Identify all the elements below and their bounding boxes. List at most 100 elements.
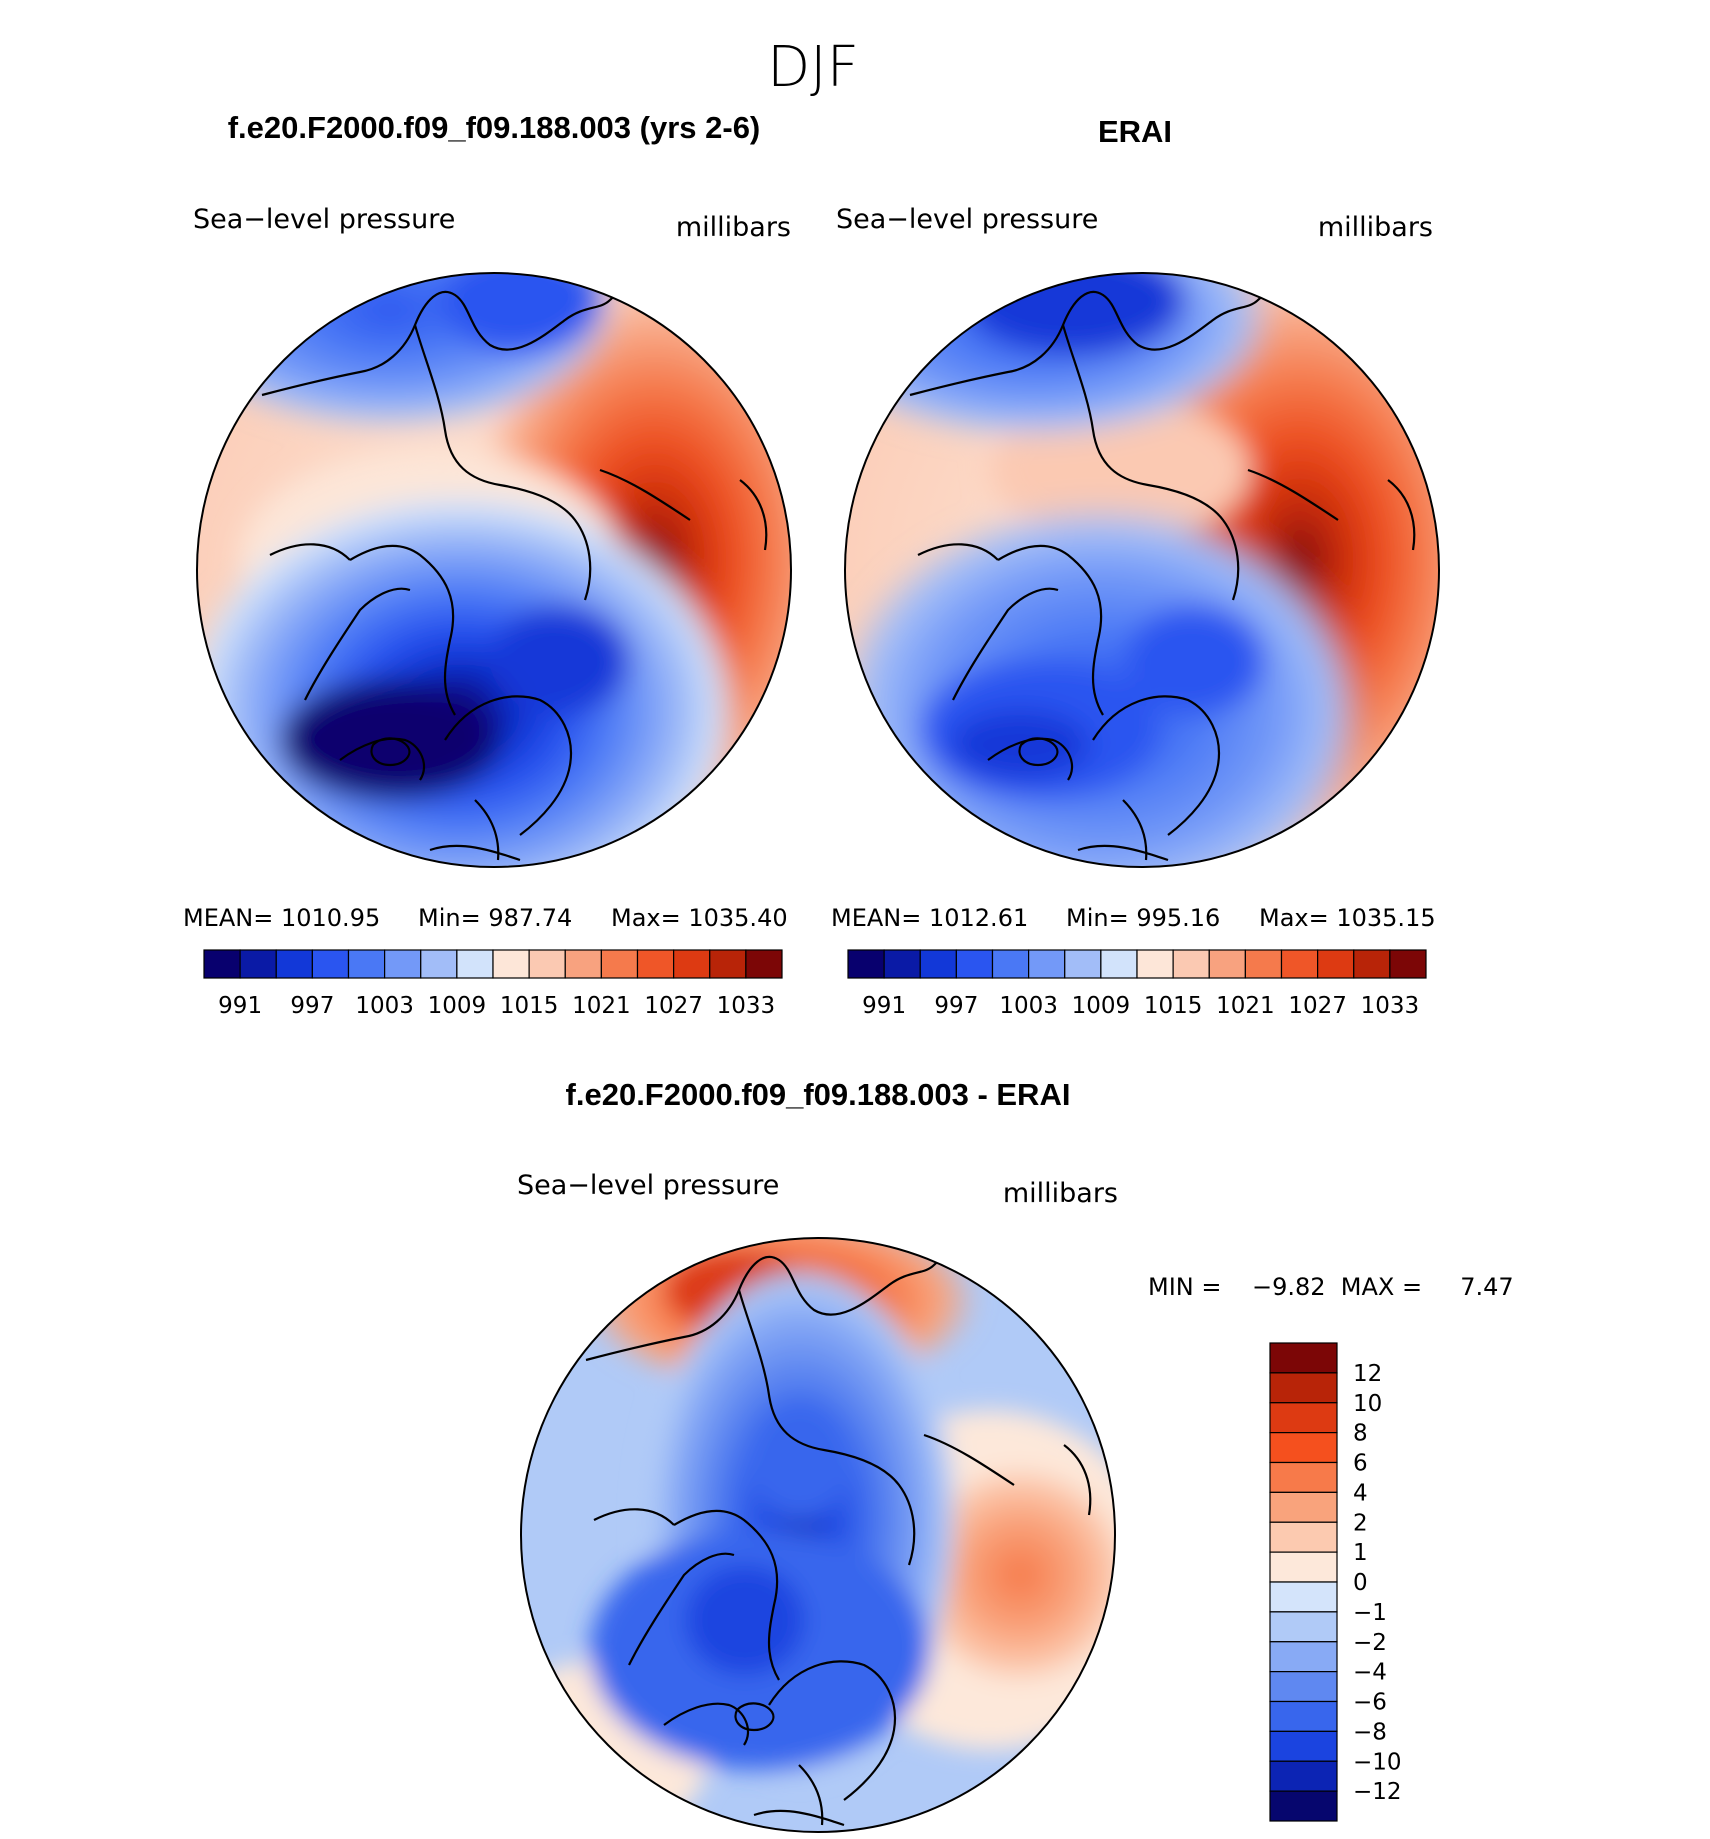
panel-difference-boundary bbox=[520, 1237, 1116, 1833]
colorbar-box bbox=[1269, 1521, 1338, 1553]
panel-model-title: f.e20.F2000.f09_f09.188.003 (yrs 2-6) bbox=[228, 110, 761, 145]
colorbar-box bbox=[528, 949, 566, 979]
panel-difference-title: f.e20.F2000.f09_f09.188.003 - ERAI bbox=[566, 1077, 1071, 1112]
panel-difference-variable: Sea−level pressure bbox=[517, 1170, 779, 1201]
panel-erai-min: Min= 995.16 bbox=[1066, 904, 1220, 932]
colorbar-box bbox=[1269, 1581, 1338, 1613]
colorbar-box bbox=[1353, 949, 1391, 979]
colorbar-box bbox=[564, 949, 602, 979]
colorbar-box bbox=[1100, 949, 1138, 979]
colorbar-box bbox=[1269, 1671, 1338, 1703]
colorbar-box bbox=[347, 949, 386, 979]
colorbar-tick-label: 0 bbox=[1353, 1570, 1368, 1596]
colorbar-tick-label: 1009 bbox=[428, 993, 487, 1019]
season-title: DJF bbox=[767, 35, 859, 100]
panel-erai-variable: Sea−level pressure bbox=[836, 204, 1098, 235]
colorbar-tick-label: 1021 bbox=[1216, 993, 1275, 1019]
panel-model-variable: Sea−level pressure bbox=[193, 204, 455, 235]
panel-erai-units: millibars bbox=[1318, 212, 1433, 243]
colorbar-tick-label: 991 bbox=[218, 993, 262, 1019]
colorbar-tick-label: 1015 bbox=[500, 993, 559, 1019]
colorbar-tick-label: 1033 bbox=[1361, 993, 1420, 1019]
colorbar-tick-label: −8 bbox=[1353, 1719, 1387, 1745]
colorbar-tick-label: 1033 bbox=[717, 993, 776, 1019]
colorbar-box bbox=[1244, 949, 1283, 979]
colorbar-box bbox=[1269, 1461, 1338, 1493]
coastlines-model bbox=[261, 289, 768, 862]
coastlines-erai bbox=[909, 289, 1416, 862]
panel-difference: f.e20.F2000.f09_f09.188.003 - ERAI Sea−l… bbox=[517, 1077, 1514, 1833]
colorbar-box bbox=[955, 949, 994, 979]
panel-model-min: Min= 987.74 bbox=[418, 904, 572, 932]
colorbar-box bbox=[1269, 1432, 1338, 1464]
colorbar-tick-label: 10 bbox=[1353, 1391, 1382, 1417]
arctic-negative-lobe bbox=[750, 1400, 850, 1520]
colorbar-tick-label: 1027 bbox=[1288, 993, 1347, 1019]
colorbar-box bbox=[1269, 1700, 1338, 1732]
colorbar-tick-label: 1003 bbox=[999, 993, 1058, 1019]
icelandic-low-core bbox=[280, 680, 500, 800]
panel-erai-map bbox=[845, 273, 1439, 867]
colorbar-box bbox=[1269, 1730, 1338, 1762]
colorbar-box bbox=[1172, 949, 1210, 979]
panel-erai-boundary bbox=[844, 272, 1440, 868]
panel-model-units: millibars bbox=[676, 212, 791, 243]
colorbar-box bbox=[1269, 1551, 1338, 1583]
colorbar-tick-label: −12 bbox=[1353, 1779, 1402, 1805]
panel-model-boundary bbox=[196, 272, 792, 868]
colorbar-tick-label: 1009 bbox=[1072, 993, 1131, 1019]
colorbar-box bbox=[275, 949, 313, 979]
colorbar-box bbox=[600, 949, 639, 979]
colorbar-box bbox=[1317, 949, 1355, 979]
colorbar-tick-label: −2 bbox=[1353, 1630, 1387, 1656]
panel-model-map bbox=[197, 273, 791, 867]
panel-model: f.e20.F2000.f09_f09.188.003 (yrs 2-6) Se… bbox=[183, 110, 792, 1019]
panel-erai: ERAI Sea−level pressure millibars bbox=[831, 114, 1440, 1019]
barents-low-lobe bbox=[1125, 605, 1265, 715]
colorbar-box bbox=[1269, 1372, 1338, 1404]
colorbar-box bbox=[1269, 1402, 1338, 1434]
colorbar-box bbox=[239, 949, 277, 979]
colorbar-box bbox=[1269, 1611, 1338, 1643]
colorbar-tick-label: −4 bbox=[1353, 1660, 1387, 1686]
colorbar-box bbox=[745, 949, 783, 979]
colorbar-tick-label: 2 bbox=[1353, 1510, 1368, 1536]
iceland-erai bbox=[1018, 737, 1059, 767]
colorbar-tick-label: 1027 bbox=[644, 993, 703, 1019]
colorbar-box bbox=[420, 949, 458, 979]
colorbar-box bbox=[1389, 949, 1427, 979]
panel-model-max: Max= 1035.40 bbox=[611, 904, 788, 932]
panel-erai-max: Max= 1035.15 bbox=[1259, 904, 1436, 932]
colorbar-box bbox=[203, 949, 241, 979]
barents-low-lobe bbox=[490, 605, 630, 715]
greenland-negative-core bbox=[685, 1565, 805, 1675]
colorbar-box bbox=[636, 949, 675, 979]
colorbar-box bbox=[1136, 949, 1174, 979]
colorbar-box bbox=[991, 949, 1030, 979]
colorbar-box bbox=[847, 949, 885, 979]
panel-erai-mean: MEAN= 1012.61 bbox=[831, 904, 1028, 932]
colorbar-tick-label: 1021 bbox=[572, 993, 631, 1019]
colorbar-box bbox=[1028, 949, 1066, 979]
colorbar-box bbox=[384, 949, 422, 979]
panel-model-mean: MEAN= 1010.95 bbox=[183, 904, 380, 932]
colorbar-box bbox=[1280, 949, 1319, 979]
asia-positive-region bbox=[910, 1465, 1115, 1685]
colorbar-box bbox=[1269, 1342, 1338, 1374]
panel-erai-title: ERAI bbox=[1098, 114, 1172, 149]
colorbar-tick-label: 6 bbox=[1353, 1451, 1368, 1477]
panel-difference-map bbox=[521, 1238, 1115, 1832]
colorbar-tick-label: 1015 bbox=[1144, 993, 1203, 1019]
colorbar-box bbox=[673, 949, 711, 979]
colorbar-box bbox=[1208, 949, 1246, 979]
colorbar-box bbox=[492, 949, 530, 979]
colorbar-box bbox=[883, 949, 921, 979]
colorbar-tick-label: −1 bbox=[1353, 1600, 1387, 1626]
colorbar-tick-label: −10 bbox=[1353, 1749, 1402, 1775]
colorbar-tick-label: 1003 bbox=[355, 993, 414, 1019]
colorbar-tick-label: 997 bbox=[934, 993, 978, 1019]
colorbar-tick-label: −6 bbox=[1353, 1690, 1387, 1716]
colorbar-tick-label: 1 bbox=[1353, 1540, 1368, 1566]
